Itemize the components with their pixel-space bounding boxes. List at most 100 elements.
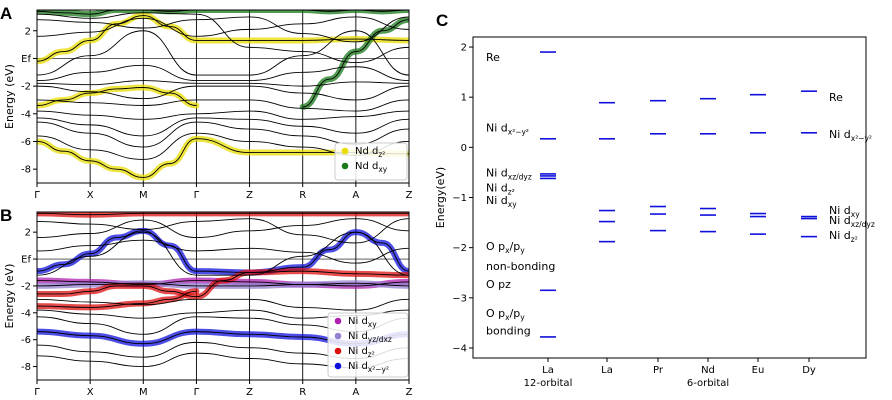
legend-entry: Nd dxy — [355, 161, 388, 174]
y-tick-label: Ef — [21, 54, 31, 65]
legend-marker — [334, 332, 342, 340]
fat-band-series — [37, 84, 200, 109]
legend-entry: Ni dx²−y² — [348, 361, 389, 374]
legend-marker — [334, 347, 342, 355]
legend: Ni dxy Ni dyz/dxz Ni dz² Ni dx²−y² — [327, 312, 409, 378]
band-line — [37, 10, 409, 15]
y-tick-label: −3 — [452, 293, 467, 304]
y-tick-label: -2 — [21, 281, 31, 292]
legend-entry: Ni dxy — [348, 316, 377, 329]
band-line — [37, 239, 409, 264]
y-axis-label: Energy (eV) — [3, 264, 16, 329]
y-tick-label: 2 — [25, 228, 31, 239]
category-label: Dy — [802, 365, 816, 376]
y-tick-label: -8 — [21, 165, 31, 176]
annotation-left: O px/py — [486, 240, 525, 255]
legend-marker — [334, 317, 342, 325]
band-line — [37, 15, 409, 62]
category-label: Pr — [653, 365, 664, 376]
kpoint-label: M — [139, 387, 148, 398]
annotation-left: Ni dx²−y² — [486, 121, 529, 136]
annotation-left: Re — [486, 51, 500, 64]
y-axis-label: Energy (eV) — [3, 64, 16, 129]
band-line — [37, 64, 409, 82]
y-tick-label: 0 — [461, 143, 467, 154]
kpoint-label: Γ — [194, 190, 200, 201]
energy-level-diagram-c: 2 1 0 −1 −2 −3 −4 La La Pr Nd Eu Dy 12-orbital 6-orbit… — [434, 36, 875, 389]
kpoint-label: A — [352, 190, 359, 201]
y-tick-label: -6 — [21, 137, 31, 148]
annotation-left: bonding — [486, 324, 531, 337]
plot-frame — [472, 36, 867, 359]
plot-frame — [36, 211, 410, 381]
band-line — [37, 16, 409, 37]
y-tick-label: −2 — [452, 243, 467, 254]
category-label: La — [601, 365, 613, 376]
band-line — [37, 290, 197, 308]
annotation-right: Re — [829, 91, 843, 104]
kpoint-label: Γ — [34, 190, 40, 201]
band-line — [37, 231, 409, 276]
kpoint-label: Z — [246, 190, 253, 201]
band-line — [37, 30, 409, 76]
annotation-right: Ni dxy — [829, 204, 860, 219]
y-tick-label: -2 — [21, 82, 31, 93]
fat-band-series — [37, 227, 409, 276]
kpoint-label: R — [299, 190, 306, 201]
band-line — [37, 117, 409, 137]
band-line — [37, 298, 409, 311]
annotation-left: O px/py — [486, 307, 525, 322]
band-line — [37, 16, 409, 43]
category-label: Nd — [701, 365, 715, 376]
band-line — [37, 280, 409, 287]
band-line — [37, 218, 409, 244]
category-label: Eu — [752, 365, 765, 376]
legend-entry: Ni dyz/dxz — [348, 331, 392, 344]
annotation-right: Ni dz² — [829, 229, 858, 244]
y-tick-label: -6 — [21, 335, 31, 346]
legend-marker — [334, 362, 342, 370]
y-tick-label: 2 — [461, 43, 467, 54]
panel-b-letter: B — [0, 206, 12, 225]
legend-marker — [341, 162, 349, 170]
kpoint-label: A — [352, 387, 359, 398]
band-line — [37, 218, 409, 238]
legend: Nd dz² Nd dxy — [334, 142, 408, 181]
y-tick-label: −1 — [452, 193, 467, 204]
panel-c-letter: C — [436, 11, 448, 30]
band-line — [37, 282, 409, 287]
annotation-left: Ni dxy — [486, 194, 517, 209]
band-line — [37, 85, 409, 101]
legend-entry: Ni dz² — [348, 346, 375, 359]
band-line — [37, 138, 409, 178]
y-tick-label: -4 — [21, 308, 31, 319]
group-label: 12-orbital — [524, 378, 573, 389]
band-line — [37, 99, 409, 112]
kpoint-label: Γ — [194, 387, 200, 398]
band-line — [37, 110, 409, 120]
band-line — [37, 270, 409, 298]
kpoint-label: Z — [246, 387, 253, 398]
kpoint-label: X — [87, 387, 94, 398]
band-line — [37, 87, 197, 106]
band-line — [37, 80, 409, 87]
annotation-right: Ni dx²−y² — [829, 128, 872, 143]
y-axis-label: Energy(eV) — [434, 167, 447, 228]
legend-box — [327, 312, 409, 378]
legend-marker — [341, 147, 349, 155]
group-label: 6-orbital — [687, 378, 729, 389]
kpoint-label: Γ — [34, 387, 40, 398]
annotation-left: Ni dz² — [486, 181, 515, 196]
y-tick-label: -4 — [21, 109, 31, 120]
y-tick-label: -8 — [21, 362, 31, 373]
band-line — [37, 12, 409, 64]
annotation-right: Ni dxz/dyz — [829, 214, 875, 229]
kpoint-label: M — [139, 190, 148, 201]
y-tick-label: −4 — [452, 343, 467, 354]
kpoint-label: Z — [406, 387, 413, 398]
y-tick-label: 1 — [461, 93, 467, 104]
panel-a-letter: A — [0, 4, 12, 23]
